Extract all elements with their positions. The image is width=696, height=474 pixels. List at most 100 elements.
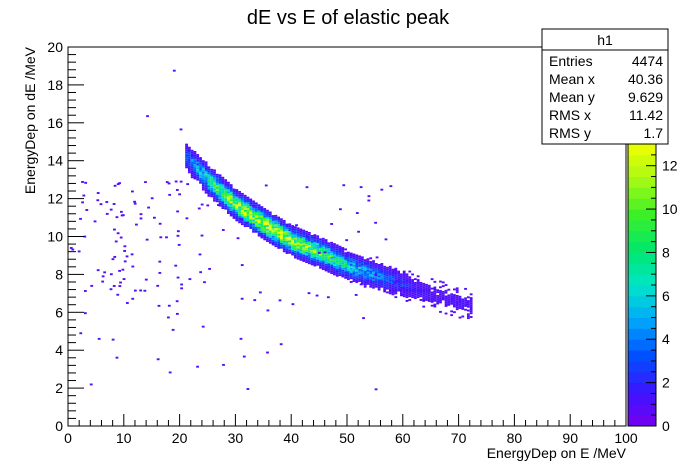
heatmap-cell — [369, 278, 373, 281]
heatmap-cell — [274, 218, 278, 221]
heatmap-cell — [333, 260, 336, 263]
heatmap-cell — [221, 180, 225, 183]
heatmap-cell — [243, 194, 247, 197]
heatmap-cell — [187, 171, 191, 174]
stats-value: 9.629 — [628, 89, 663, 105]
heatmap-cell — [263, 234, 267, 237]
heatmap-cell — [193, 171, 197, 174]
heatmap-cell — [299, 258, 303, 261]
heatmap-cell — [199, 157, 202, 160]
heatmap-cell — [358, 274, 361, 277]
heatmap-cell — [469, 312, 473, 315]
heatmap-cell — [240, 221, 244, 224]
heatmap-cell — [119, 210, 123, 213]
heatmap-cell — [464, 297, 467, 300]
palette-cell — [628, 360, 656, 373]
heatmap-cell — [243, 204, 247, 207]
heatmap-cell — [249, 213, 253, 216]
heatmap-cell — [190, 159, 194, 162]
heatmap-cell — [363, 281, 367, 284]
heatmap-cell — [196, 161, 200, 164]
heatmap-cell — [302, 244, 306, 247]
heatmap-cell — [277, 231, 281, 234]
heatmap-cell — [238, 196, 241, 199]
heatmap-cell — [204, 170, 208, 173]
heatmap-cell — [391, 291, 395, 294]
heatmap-cell — [360, 281, 364, 283]
heatmap-cell — [288, 230, 292, 233]
heatmap-cell — [260, 208, 264, 210]
heatmap-cell — [224, 192, 228, 195]
heatmap-cell — [101, 275, 105, 278]
heatmap-cell — [374, 264, 378, 267]
heatmap-cell — [282, 240, 286, 243]
heatmap-cell — [207, 187, 211, 190]
heatmap-cell — [201, 169, 205, 172]
heatmap-cell — [133, 200, 136, 203]
heatmap-cell — [190, 176, 194, 179]
heatmap-cell — [316, 258, 320, 260]
heatmap-cell — [416, 282, 420, 285]
heatmap-cell — [196, 167, 200, 170]
heatmap-cell — [215, 175, 219, 178]
heatmap-cell — [288, 236, 292, 239]
heatmap-cell — [324, 267, 328, 270]
heatmap-cell — [224, 184, 228, 187]
heatmap-cell — [433, 296, 437, 298]
heatmap-cell — [282, 244, 286, 247]
heatmap-cell — [215, 192, 219, 195]
heatmap-cell — [235, 196, 239, 199]
heatmap-cell — [282, 223, 286, 226]
palette-cell — [628, 371, 656, 384]
heatmap-cell — [327, 267, 331, 269]
heatmap-cell — [321, 237, 325, 240]
heatmap-cell — [204, 174, 208, 177]
palette-cell — [628, 219, 656, 232]
heatmap-cell — [391, 293, 395, 296]
heatmap-cell — [391, 274, 395, 277]
heatmap-cell — [207, 166, 211, 169]
heatmap-cell — [374, 285, 378, 288]
heatmap-cell — [436, 298, 440, 301]
heatmap-cell — [291, 236, 294, 239]
heatmap-cell — [252, 221, 255, 224]
heatmap-cell — [291, 240, 294, 243]
heatmap-cell — [213, 192, 216, 195]
heatmap-cell — [388, 271, 392, 274]
heatmap-cell — [321, 260, 325, 263]
heatmap-cell — [400, 282, 403, 285]
heatmap-cell — [310, 244, 314, 247]
heatmap-cell — [327, 261, 331, 264]
heatmap-cell — [352, 263, 356, 265]
heatmap-cell — [333, 263, 336, 266]
heatmap-cell — [291, 232, 294, 235]
heatmap-cell — [157, 304, 161, 307]
heatmap-cell — [266, 215, 269, 218]
heatmap-cell — [316, 250, 320, 253]
heatmap-cell — [363, 261, 367, 264]
heatmap-cell — [296, 244, 300, 247]
heatmap-cell — [210, 187, 214, 190]
heatmap-cell — [280, 218, 283, 221]
heatmap-cell — [187, 148, 191, 151]
heatmap-cell — [213, 169, 216, 172]
heatmap-cell — [439, 291, 442, 294]
heatmap-cell — [243, 198, 247, 201]
heatmap-cell — [388, 284, 392, 287]
heatmap-cell — [299, 234, 303, 237]
y-tick-label: 8 — [55, 266, 63, 282]
heatmap-cell — [316, 252, 320, 255]
heatmap-cell — [221, 199, 225, 202]
heatmap-cell — [133, 202, 137, 205]
heatmap-cell — [227, 196, 230, 199]
heatmap-cell — [425, 287, 428, 290]
heatmap-cell — [313, 253, 317, 256]
heatmap-cell — [327, 253, 331, 256]
heatmap-cell — [302, 252, 306, 255]
heatmap-cell — [363, 264, 367, 267]
heatmap-cell — [310, 252, 314, 254]
heatmap-cell — [335, 274, 339, 277]
heatmap-cell — [307, 250, 311, 253]
heatmap-cell — [305, 245, 308, 248]
